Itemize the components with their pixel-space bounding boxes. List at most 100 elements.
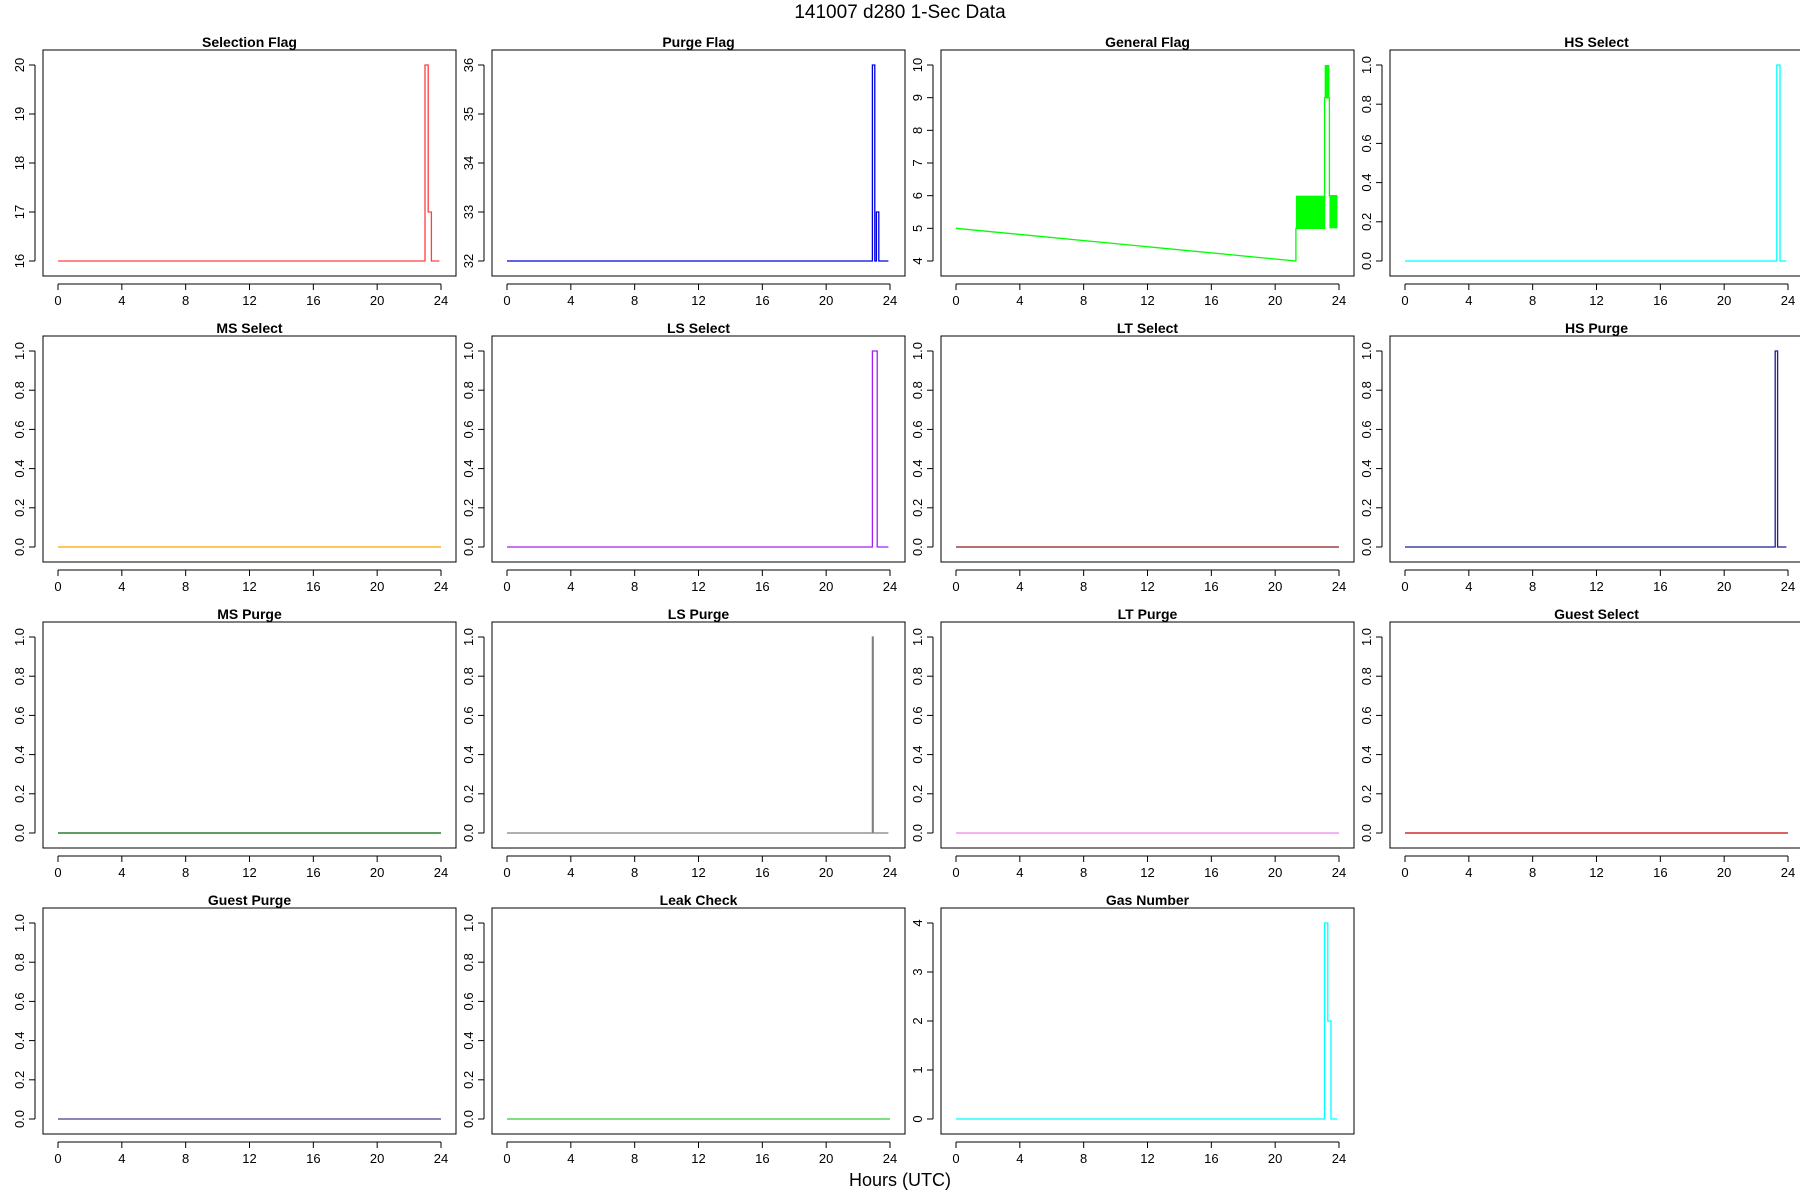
y-tick-label: 4 xyxy=(910,919,925,926)
plot-frame xyxy=(491,621,906,849)
x-tick-label: 4 xyxy=(567,1151,574,1166)
x-tick-label: 12 xyxy=(1140,293,1154,308)
x-tick-label: 8 xyxy=(1080,865,1087,880)
panel-title: Leak Check xyxy=(660,892,738,908)
x-tick-label: 0 xyxy=(54,865,61,880)
y-tick-label: 0.6 xyxy=(12,706,27,724)
y-tick-label: 0.4 xyxy=(1359,460,1374,478)
x-tick-label: 4 xyxy=(567,579,574,594)
chart-panel: Leak Check 0 4 8 12 16 20 24 0.0 0.2 0.4 0.6 0.8 1.0 xyxy=(461,892,906,1166)
y-tick-label: 0.2 xyxy=(1359,499,1374,517)
x-tick-label: 4 xyxy=(1465,579,1472,594)
x-tick-label: 12 xyxy=(1140,579,1154,594)
x-tick-label: 0 xyxy=(952,1151,959,1166)
y-tick-label: 33 xyxy=(461,205,476,219)
y-tick-label: 36 xyxy=(461,58,476,72)
y-tick-label: 0.2 xyxy=(12,1071,27,1089)
y-tick-label: 0.8 xyxy=(910,667,925,685)
panel-title: LS Select xyxy=(667,320,730,336)
y-tick-label: 32 xyxy=(461,254,476,268)
chart-panel: LT Purge 0 4 8 12 16 20 24 0.0 0.2 0.4 0.6 0.8 1.0 xyxy=(910,606,1355,880)
y-tick-label: 19 xyxy=(12,107,27,121)
x-tick-label: 4 xyxy=(1465,865,1472,880)
y-tick-label: 0.0 xyxy=(12,824,27,842)
x-tick-label: 16 xyxy=(1204,579,1218,594)
y-tick-label: 0.6 xyxy=(1359,706,1374,724)
x-tick-label: 20 xyxy=(1717,865,1731,880)
x-tick-label: 0 xyxy=(1401,865,1408,880)
chart-panel: MS Select 0 4 8 12 16 20 24 0.0 0.2 0.4 0.6 0.8 1.0 xyxy=(12,320,457,594)
x-tick-label: 8 xyxy=(182,865,189,880)
plot-frame xyxy=(42,335,457,563)
y-tick-label: 16 xyxy=(12,254,27,268)
y-tick-label: 0.4 xyxy=(12,1032,27,1050)
x-tick-label: 8 xyxy=(631,865,638,880)
x-tick-label: 4 xyxy=(1016,1151,1023,1166)
x-tick-label: 24 xyxy=(434,293,448,308)
y-tick-label: 9 xyxy=(910,94,925,101)
x-tick-label: 24 xyxy=(883,579,897,594)
x-tick-label: 12 xyxy=(691,865,705,880)
x-tick-label: 8 xyxy=(1529,579,1536,594)
x-tick-label: 8 xyxy=(1529,865,1536,880)
y-tick-label: 0.4 xyxy=(910,460,925,478)
plot-frame xyxy=(940,907,1355,1135)
x-tick-label: 12 xyxy=(1589,865,1603,880)
x-tick-label: 20 xyxy=(1717,293,1731,308)
x-tick-label: 24 xyxy=(1781,865,1795,880)
plot-frame xyxy=(42,49,457,277)
x-tick-label: 16 xyxy=(755,293,769,308)
y-tick-label: 0.8 xyxy=(1359,667,1374,685)
data-band xyxy=(1295,195,1325,229)
panel-title: MS Select xyxy=(216,320,282,336)
x-tick-label: 24 xyxy=(883,865,897,880)
x-tick-label: 4 xyxy=(1016,865,1023,880)
x-tick-label: 0 xyxy=(503,579,510,594)
x-tick-label: 12 xyxy=(1589,579,1603,594)
y-tick-label: 20 xyxy=(12,58,27,72)
y-tick-label: 0.4 xyxy=(910,746,925,764)
panel-title: LS Purge xyxy=(668,606,730,622)
y-tick-label: 0.6 xyxy=(12,992,27,1010)
x-tick-label: 16 xyxy=(306,1151,320,1166)
x-tick-label: 12 xyxy=(242,865,256,880)
plot-frame xyxy=(1389,49,1800,277)
x-tick-label: 0 xyxy=(952,865,959,880)
y-tick-label: 6 xyxy=(910,192,925,199)
panel-title: MS Purge xyxy=(217,606,282,622)
plot-frame xyxy=(940,621,1355,849)
y-tick-label: 0.2 xyxy=(12,499,27,517)
x-tick-label: 4 xyxy=(1465,293,1472,308)
y-tick-label: 0 xyxy=(910,1115,925,1122)
y-tick-label: 0.8 xyxy=(1359,95,1374,113)
panel-title: HS Select xyxy=(1564,34,1629,50)
x-tick-label: 4 xyxy=(567,865,574,880)
x-tick-label: 20 xyxy=(370,293,384,308)
x-tick-label: 12 xyxy=(242,579,256,594)
x-tick-label: 24 xyxy=(1781,293,1795,308)
y-tick-label: 0.8 xyxy=(461,381,476,399)
y-tick-label: 17 xyxy=(12,205,27,219)
y-tick-label: 0.6 xyxy=(910,706,925,724)
x-tick-label: 4 xyxy=(118,865,125,880)
y-tick-label: 0.4 xyxy=(1359,746,1374,764)
y-tick-label: 4 xyxy=(910,257,925,264)
y-tick-label: 0.0 xyxy=(1359,252,1374,270)
x-tick-label: 8 xyxy=(182,579,189,594)
x-tick-label: 4 xyxy=(1016,579,1023,594)
chart-panel: Guest Purge 0 4 8 12 16 20 24 0.0 0.2 0.4 0.6 0.8 1.0 xyxy=(12,892,457,1166)
x-tick-label: 20 xyxy=(370,579,384,594)
x-tick-label: 8 xyxy=(1529,293,1536,308)
y-tick-label: 0.4 xyxy=(12,746,27,764)
x-tick-label: 16 xyxy=(755,579,769,594)
y-tick-label: 0.0 xyxy=(12,1110,27,1128)
x-tick-label: 12 xyxy=(242,1151,256,1166)
x-tick-label: 20 xyxy=(1268,1151,1282,1166)
x-axis-title: Hours (UTC) xyxy=(849,1170,951,1190)
x-tick-label: 4 xyxy=(567,293,574,308)
plot-frame xyxy=(940,335,1355,563)
x-tick-label: 12 xyxy=(242,293,256,308)
x-tick-label: 0 xyxy=(952,579,959,594)
x-tick-label: 4 xyxy=(1016,293,1023,308)
